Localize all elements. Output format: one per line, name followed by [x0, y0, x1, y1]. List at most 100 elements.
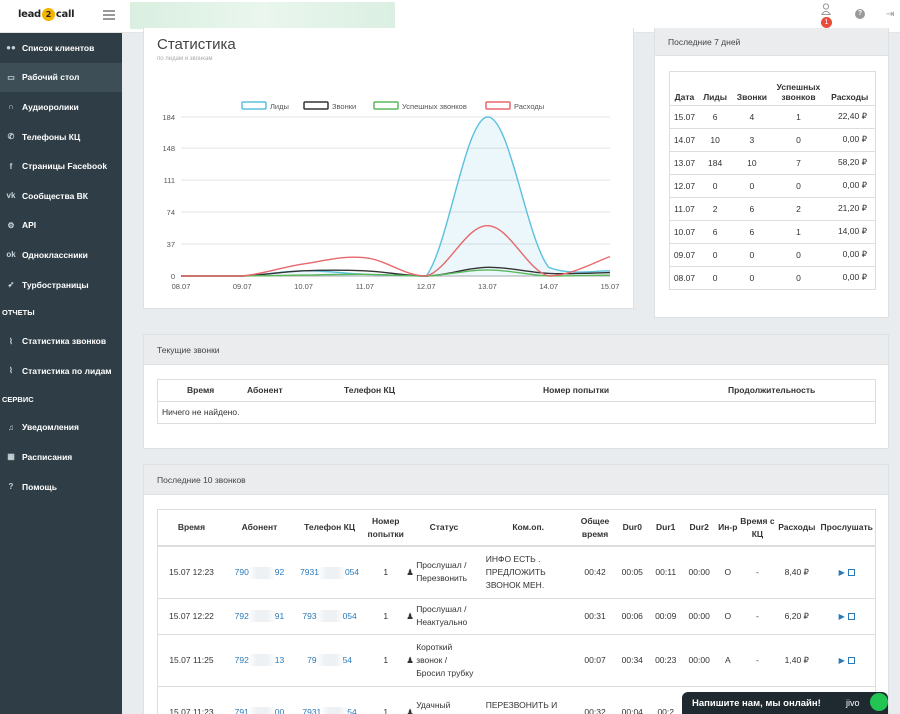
- call-dur0: 00:34: [615, 633, 649, 686]
- last7-cell: 0: [698, 265, 732, 289]
- last7-row: 10.07 6 6 1 14,00 ₽: [670, 219, 875, 243]
- call-row: 15.07 12:23 790 92 7931 054 1 ♟Прослушал / Пер…: [158, 545, 875, 598]
- stats-title: Статистика: [157, 36, 236, 53]
- col-dur1: Dur1: [649, 510, 683, 547]
- current-calls-header-row: Время Абонент Телефон КЦ Номер попытки П…: [158, 380, 875, 402]
- last7-cell: 08.07: [670, 265, 699, 289]
- sidebar-item-help[interactable]: ? Помощь: [0, 472, 122, 502]
- kc-phone-link[interactable]: 79 54: [307, 654, 353, 667]
- x-tick-label: 08.07: [172, 282, 191, 291]
- chat-online-icon: [870, 693, 888, 711]
- call-listen: ▶: [818, 545, 875, 598]
- call-status: ♟Прослушал / Перезвонить: [406, 545, 482, 598]
- last7-table-wrap: Дата Лиды Звонки Успешных звонков Расход…: [669, 71, 876, 290]
- subscriber-link[interactable]: 792 13: [234, 654, 285, 667]
- legend-label: Звонки: [332, 102, 356, 111]
- help-icon[interactable]: ?: [855, 9, 865, 19]
- sidebar-item-lead-stats[interactable]: ⌇ Статистика по лидам: [0, 356, 122, 386]
- chat-widget[interactable]: Напишите нам, мы онлайн! jivo: [682, 692, 888, 714]
- legend-swatch: [241, 101, 267, 110]
- menu-toggle-icon[interactable]: [103, 10, 115, 20]
- subscriber-link[interactable]: 791 00: [235, 706, 284, 714]
- last7-cell: 0: [772, 265, 825, 289]
- col-initiator: Ин-р: [715, 510, 740, 547]
- call-dur2: 00:00: [682, 545, 716, 598]
- empty-row: Ничего не найдено.: [158, 401, 875, 423]
- play-icon[interactable]: ▶: [838, 567, 845, 577]
- last10-panel: Последние 10 звонков Время Абонент Телефон…: [143, 464, 889, 714]
- play-icon[interactable]: ▶: [838, 655, 845, 665]
- call-initiator: O: [715, 597, 740, 634]
- sidebar-item-phones[interactable]: ✆ Телефоны КЦ: [0, 122, 122, 152]
- last7-cell: 2: [772, 196, 825, 220]
- subscriber-link[interactable]: 790 92: [234, 566, 285, 579]
- col-attempt: Номер попытки: [543, 380, 728, 402]
- bell-icon: ♫: [8, 422, 14, 432]
- current-calls-table-wrap: Время Абонент Телефон КЦ Номер попытки П…: [157, 379, 876, 424]
- series-line-1: [181, 116, 611, 277]
- sidebar-item-ok[interactable]: ok Одноклассники: [0, 240, 122, 270]
- sidebar-item-vk[interactable]: vk Сообщества ВК: [0, 181, 122, 211]
- subscriber-link[interactable]: 792 91: [234, 610, 285, 623]
- sidebar-item-audio[interactable]: ∩ Аудиоролики: [0, 92, 122, 122]
- last10-table: Время Абонент Телефон КЦ Номер попытки Стату…: [158, 510, 875, 714]
- last7-cell: 0,00 ₽: [824, 242, 875, 266]
- kc-phone-link[interactable]: 7931 054: [300, 566, 360, 579]
- logo[interactable]: lead 2 call: [18, 8, 75, 21]
- sidebar-item-notifications[interactable]: ♫ Уведомления: [0, 413, 122, 443]
- x-tick-label: 12.07: [417, 282, 436, 291]
- kc-phone-link[interactable]: 7931 54: [302, 706, 357, 714]
- sidebar-item-schedules[interactable]: ▦ Расписания: [0, 442, 122, 472]
- user-icon[interactable]: [821, 3, 831, 15]
- save-icon[interactable]: [847, 656, 855, 664]
- call-subscriber[interactable]: 790 92: [224, 545, 294, 598]
- kc-phone-link[interactable]: 793 054: [302, 610, 357, 623]
- last7-cell: 0: [698, 242, 732, 266]
- call-kc-phone[interactable]: 7931 054: [293, 545, 366, 598]
- last7-cell: 14.07: [670, 127, 699, 151]
- vk-icon: vk: [6, 191, 16, 201]
- call-initiator: A: [715, 633, 740, 686]
- sidebar-item-desktop[interactable]: ▭ Рабочий стол: [0, 62, 122, 93]
- call-dur0: 00:06: [615, 597, 649, 634]
- call-kc-time: -: [739, 545, 776, 598]
- sidebar-item-api[interactable]: ⚙ API: [0, 211, 122, 241]
- sidebar-item-call-stats[interactable]: ⌇ Статистика звонков: [0, 326, 122, 356]
- y-tick-label: 37: [167, 240, 175, 249]
- call-total: 00:42: [574, 545, 616, 598]
- call-time: 15.07 12:23: [158, 545, 225, 598]
- call-comment: ПЕРЕЗВОНИТЬ И НАЗНАЧИТЬ: [481, 685, 575, 714]
- sidebar-item-clients[interactable]: ●● Список клиентов: [0, 33, 122, 63]
- col-listen: Прослушать: [818, 510, 875, 547]
- last7-cell: 0,00 ₽: [824, 127, 875, 151]
- call-kc-phone[interactable]: 7931 54: [293, 685, 366, 714]
- last7-row: 09.07 0 0 0 0,00 ₽: [670, 242, 875, 266]
- call-subscriber[interactable]: 791 00: [224, 685, 294, 714]
- call-kc-phone[interactable]: 79 54: [293, 633, 366, 686]
- x-tick-label: 11.07: [356, 282, 374, 291]
- chart-icon: ⌇: [9, 366, 13, 376]
- current-calls-title: Текущие звонки: [144, 335, 888, 365]
- call-kc-phone[interactable]: 793 054: [293, 597, 366, 634]
- save-icon[interactable]: [847, 569, 855, 576]
- person-icon: ♟: [406, 654, 414, 665]
- x-tick-label: 15.07: [601, 282, 620, 291]
- last7-cell: 6: [731, 196, 773, 220]
- logout-icon[interactable]: ⇥: [886, 9, 895, 20]
- save-icon[interactable]: [847, 612, 855, 620]
- col-time: Время: [158, 510, 225, 547]
- sidebar-item-facebook[interactable]: f Страницы Facebook: [0, 151, 122, 181]
- y-tick-label: 74: [167, 208, 175, 217]
- call-dur2: 00:00: [682, 633, 716, 686]
- last7-cell: 0,00 ₽: [824, 265, 875, 289]
- call-row: 15.07 11:25 792 13 79 54 1 ♟Короткий звонок / …: [158, 633, 875, 686]
- call-subscriber[interactable]: 792 91: [224, 597, 294, 634]
- play-icon[interactable]: ▶: [838, 611, 845, 621]
- call-subscriber[interactable]: 792 13: [224, 633, 294, 686]
- call-dur2: 00:00: [682, 597, 716, 634]
- sidebar-item-turbo[interactable]: ➶ Турбостраницы: [0, 270, 122, 300]
- call-cost: 6,20 ₽: [775, 597, 819, 634]
- call-initiator: O: [715, 545, 740, 598]
- last7-cell: 6: [698, 104, 732, 128]
- sidebar: ●● Список клиентов ▭ Рабочий стол ∩ Аудиоро…: [0, 33, 122, 714]
